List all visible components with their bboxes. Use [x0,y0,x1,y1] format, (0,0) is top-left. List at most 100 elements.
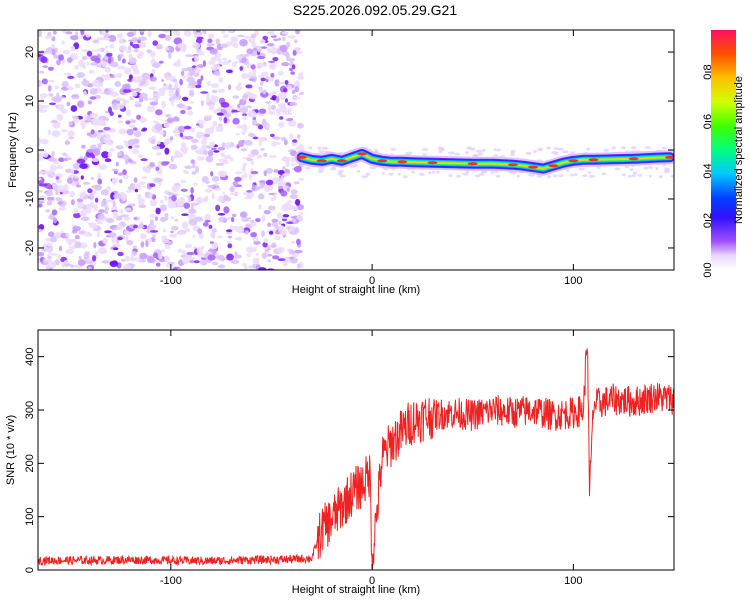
noise-speckle [229,157,234,162]
noise-speckle [89,112,99,119]
noise-speckle [163,255,170,263]
noise-speckle [123,173,129,180]
noise-speckle [65,232,70,238]
noise-speckle [39,70,45,74]
noise-speckle [89,96,97,100]
noise-speckle [216,254,225,261]
noise-speckle [88,69,95,74]
noise-speckle [176,199,181,205]
noise-speckle [89,193,94,201]
noise-speckle [275,96,280,103]
noise-speckle [171,195,177,202]
noise-speckle [137,226,145,229]
noise-speckle [248,93,258,100]
noise-speckle [229,30,234,33]
noise-speckle [41,78,48,85]
noise-speckle [45,237,52,242]
noise-speckle [260,148,265,151]
noise-speckle [137,198,145,205]
noise-speckle [81,49,89,52]
noise-speckle [168,163,178,170]
noise-speckle [294,165,302,173]
noise-speckle [253,240,261,245]
noise-speckle [133,177,138,184]
noise-speckle [142,185,146,188]
noise-speckle [51,48,56,56]
noise-speckle [250,232,257,238]
noise-speckle [38,170,45,175]
noise-speckle [139,259,147,263]
noise-speckle [151,145,161,150]
noise-speckle [105,117,109,122]
noise-speckle [141,176,148,179]
noise-speckle [46,196,55,201]
noise-speckle [109,148,115,152]
noise-speckle [210,125,215,130]
noise-speckle [252,236,259,242]
noise-speckle [67,75,75,79]
noise-speckle [119,179,123,184]
noise-speckle [283,88,288,93]
noise-speckle [183,202,191,209]
noise-speckle [38,190,43,193]
noise-speckle [286,85,292,91]
noise-speckle [101,121,107,127]
noise-speckle [149,162,155,167]
trace-halo-speckle [369,166,377,170]
noise-speckle [125,120,131,125]
noise-speckle [139,30,145,33]
trace-halo-speckle [431,170,436,174]
noise-speckle [140,233,147,240]
noise-speckle [297,76,305,80]
noise-speckle [271,136,281,140]
trace-halo-speckle [670,174,674,178]
trace-halo-speckle [649,174,652,178]
noise-speckle [135,87,141,93]
noise-speckle [100,137,104,145]
trace-halo-speckle [645,146,651,150]
noise-speckle [282,110,291,115]
noise-speckle [47,129,51,135]
signal-hotspot [336,159,347,163]
trace-halo-speckle [631,174,637,178]
noise-speckle [229,105,234,108]
trace-halo-speckle [573,173,578,177]
trace-halo-speckle [655,167,659,171]
noise-speckle [183,125,192,130]
noise-speckle [83,252,89,259]
noise-speckle [208,103,215,111]
noise-speckle [64,263,72,267]
signal-hotspot [665,155,674,159]
noise-speckle [74,234,80,240]
noise-speckle [182,105,188,111]
noise-speckle [229,186,235,193]
noise-speckle [231,217,235,223]
noise-speckle [251,184,256,192]
noise-speckle [207,38,213,44]
noise-speckle [274,225,280,230]
noise-speckle [110,192,116,200]
trace-halo-speckle [490,170,495,174]
noise-speckle [92,255,97,262]
noise-speckle [211,175,220,182]
noise-speckle [224,113,231,118]
noise-speckle [191,171,197,175]
noise-speckle [180,188,188,192]
noise-speckle [164,34,171,42]
noise-speckle [263,170,267,177]
noise-speckle [249,219,255,223]
noise-speckle [144,97,149,101]
trace-halo-speckle [349,164,356,168]
noise-speckle [83,231,91,237]
noise-speckle [55,190,59,196]
noise-speckle [72,162,81,170]
noise-speckle [51,43,55,49]
noise-speckle [168,83,173,91]
noise-speckle [200,75,204,81]
noise-speckle [205,195,209,202]
noise-speckle [210,95,216,99]
noise-speckle [103,90,112,95]
noise-speckle [116,224,123,231]
noise-speckle [253,48,257,51]
noise-speckle [156,140,161,145]
